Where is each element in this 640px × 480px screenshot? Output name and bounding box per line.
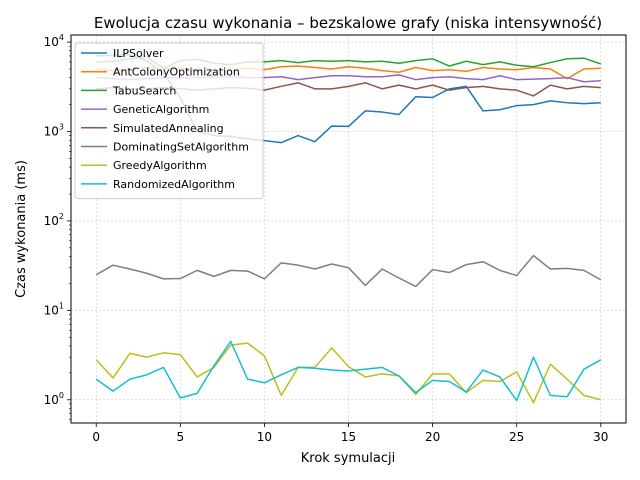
x-axis-label: Krok symulacji (301, 451, 396, 466)
series-line-5 (95, 254, 602, 288)
legend-box (74, 42, 264, 200)
x-tick-label: 0 (92, 430, 100, 444)
y-tick-label: 101 (44, 301, 64, 317)
ticks-layer: 0 5 10 15 20 25 30 100 101 102 103 104 (44, 33, 609, 444)
y-axis-label: Czas wykonania (ms) (14, 160, 29, 298)
legend-label-7: RandomizedAlgorithm (113, 178, 235, 191)
legend-label-0: ILPSolver (113, 47, 164, 60)
legend-label-3: GeneticAlgorithm (113, 103, 209, 116)
series-line-7 (95, 340, 602, 402)
x-tick-label: 25 (509, 430, 524, 444)
y-tick-label: 104 (44, 33, 64, 49)
legend: ILPSolver AntColonyOptimization TabuSearch… (74, 42, 264, 200)
x-tick-label: 30 (593, 430, 608, 444)
x-tick-label: 5 (176, 430, 184, 444)
y-tick-label: 102 (44, 212, 64, 228)
series-line-6 (95, 342, 601, 404)
y-tick-label: 103 (44, 123, 64, 139)
legend-label-1: AntColonyOptimization (113, 66, 240, 79)
legend-label-4: SimulatedAnnealing (113, 122, 224, 135)
chart-title: Ewolucja czasu wykonania – bezskalowe gr… (94, 14, 602, 32)
legend-label-6: GreedyAlgorithm (113, 159, 207, 172)
legend-label-5: DominatingSetAlgorithm (113, 141, 249, 154)
legend-label-2: TabuSearch (112, 84, 176, 97)
x-tick-label: 15 (341, 430, 356, 444)
x-tick-label: 10 (257, 430, 272, 444)
x-tick-label: 20 (425, 430, 440, 444)
y-tick-label: 100 (44, 391, 64, 407)
